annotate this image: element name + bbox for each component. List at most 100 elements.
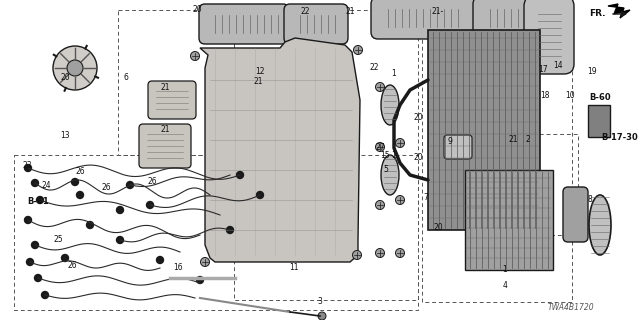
Text: 14: 14 xyxy=(553,60,563,69)
FancyBboxPatch shape xyxy=(524,0,574,74)
Text: 20: 20 xyxy=(433,223,443,233)
Circle shape xyxy=(200,258,209,267)
Circle shape xyxy=(396,196,404,204)
Circle shape xyxy=(237,172,243,179)
FancyBboxPatch shape xyxy=(473,0,534,39)
Text: 18: 18 xyxy=(540,91,550,100)
Circle shape xyxy=(376,142,385,151)
Text: 20: 20 xyxy=(60,74,70,83)
Text: 8: 8 xyxy=(588,196,593,204)
Bar xyxy=(422,10,572,302)
Text: 15: 15 xyxy=(380,150,390,159)
Text: TWA4B1720: TWA4B1720 xyxy=(548,303,595,312)
Circle shape xyxy=(31,242,38,249)
Circle shape xyxy=(353,251,362,260)
Text: 7: 7 xyxy=(424,194,428,203)
Ellipse shape xyxy=(381,85,399,125)
Bar xyxy=(512,134,578,235)
Circle shape xyxy=(24,164,31,172)
Circle shape xyxy=(61,254,68,261)
Circle shape xyxy=(24,217,31,223)
Bar xyxy=(234,10,418,300)
Text: 11: 11 xyxy=(289,263,299,273)
Text: 22: 22 xyxy=(300,7,310,17)
Bar xyxy=(14,155,418,310)
Circle shape xyxy=(191,52,200,60)
Circle shape xyxy=(257,191,264,198)
Text: 3: 3 xyxy=(317,298,323,307)
Bar xyxy=(118,10,234,155)
Circle shape xyxy=(157,257,163,263)
Circle shape xyxy=(127,181,134,188)
Circle shape xyxy=(42,292,49,299)
Text: 5: 5 xyxy=(383,165,388,174)
Circle shape xyxy=(86,221,93,228)
Polygon shape xyxy=(200,38,360,262)
FancyBboxPatch shape xyxy=(148,81,196,119)
Circle shape xyxy=(67,60,83,76)
Text: 27: 27 xyxy=(375,143,385,153)
Circle shape xyxy=(35,275,42,282)
FancyBboxPatch shape xyxy=(284,4,348,44)
Text: 16: 16 xyxy=(173,263,183,273)
Circle shape xyxy=(26,259,33,266)
Text: 17: 17 xyxy=(538,66,548,75)
Text: 21: 21 xyxy=(160,125,170,134)
Circle shape xyxy=(36,196,44,204)
Text: B-17-30: B-17-30 xyxy=(602,133,638,142)
Text: 4: 4 xyxy=(502,281,508,290)
Text: 6: 6 xyxy=(124,74,129,83)
Circle shape xyxy=(53,46,97,90)
Text: 21-: 21- xyxy=(432,7,444,17)
Circle shape xyxy=(196,276,204,284)
Circle shape xyxy=(227,227,234,234)
Text: 26: 26 xyxy=(75,167,85,177)
Circle shape xyxy=(318,312,326,320)
Text: 26: 26 xyxy=(147,178,157,187)
Text: 24: 24 xyxy=(41,180,51,189)
Circle shape xyxy=(77,191,83,198)
Circle shape xyxy=(376,83,385,92)
Text: 1: 1 xyxy=(502,266,508,275)
Ellipse shape xyxy=(589,195,611,255)
Text: 20: 20 xyxy=(413,154,423,163)
Circle shape xyxy=(72,179,79,186)
Bar xyxy=(588,105,610,137)
Circle shape xyxy=(376,249,385,258)
Text: 19: 19 xyxy=(587,68,597,76)
FancyBboxPatch shape xyxy=(444,135,472,159)
Text: 1: 1 xyxy=(392,150,396,159)
Circle shape xyxy=(376,201,385,210)
Circle shape xyxy=(116,206,124,213)
Circle shape xyxy=(147,202,154,209)
Text: 21: 21 xyxy=(160,83,170,92)
Circle shape xyxy=(396,249,404,258)
Text: 20: 20 xyxy=(413,114,423,123)
Text: 20: 20 xyxy=(192,5,202,14)
Text: 12: 12 xyxy=(255,68,265,76)
Text: 26: 26 xyxy=(67,260,77,269)
Circle shape xyxy=(353,45,362,54)
Circle shape xyxy=(116,236,124,244)
Text: 22: 22 xyxy=(369,63,379,73)
Text: 21: 21 xyxy=(253,77,263,86)
FancyBboxPatch shape xyxy=(563,187,588,242)
Text: 21: 21 xyxy=(345,7,355,17)
Text: B-61: B-61 xyxy=(27,197,49,206)
Text: 26: 26 xyxy=(101,183,111,193)
Text: 10: 10 xyxy=(565,91,575,100)
Bar xyxy=(465,170,553,270)
FancyBboxPatch shape xyxy=(371,0,477,39)
Bar xyxy=(428,30,540,230)
Polygon shape xyxy=(608,4,630,18)
Text: 9: 9 xyxy=(447,138,452,147)
Text: B-60: B-60 xyxy=(589,93,611,102)
FancyBboxPatch shape xyxy=(139,124,191,168)
Text: FR.: FR. xyxy=(589,10,606,19)
Ellipse shape xyxy=(381,155,399,195)
Circle shape xyxy=(31,180,38,187)
FancyBboxPatch shape xyxy=(199,4,289,44)
Text: 2: 2 xyxy=(525,135,531,145)
Circle shape xyxy=(396,139,404,148)
Text: 23: 23 xyxy=(22,161,32,170)
